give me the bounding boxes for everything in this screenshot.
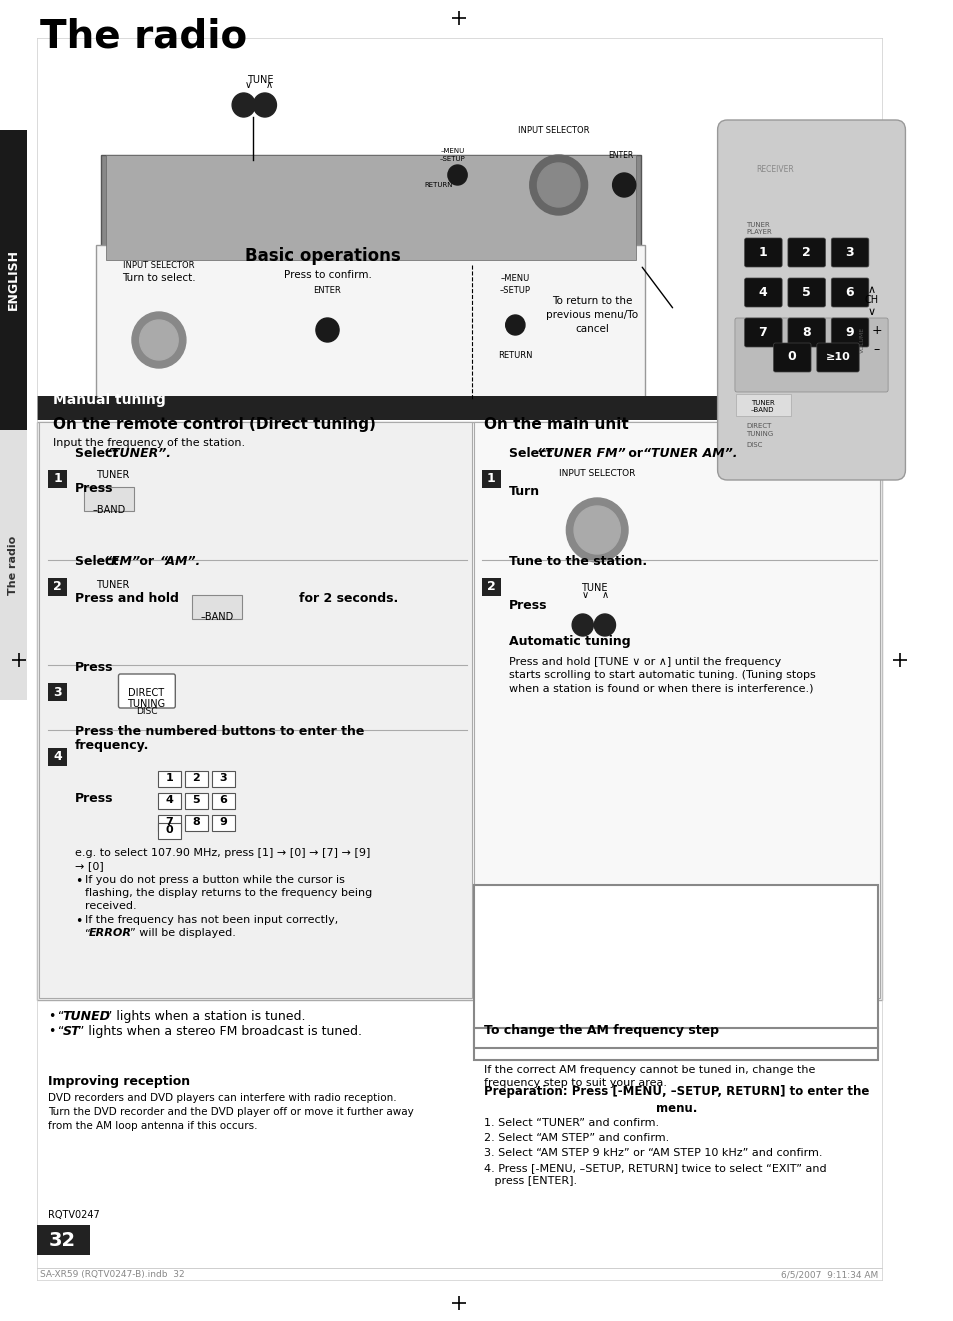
Text: Press: Press [75, 660, 113, 674]
Text: Input the frequency of the station.: Input the frequency of the station. [53, 439, 245, 448]
FancyBboxPatch shape [213, 793, 234, 808]
FancyBboxPatch shape [743, 238, 781, 267]
FancyBboxPatch shape [743, 277, 781, 306]
Text: 7: 7 [166, 816, 173, 827]
Text: 0: 0 [786, 350, 796, 363]
FancyBboxPatch shape [481, 470, 500, 487]
FancyBboxPatch shape [816, 343, 859, 373]
Text: –MENU
–SETUP: –MENU –SETUP [499, 275, 530, 295]
Text: –BAND: –BAND [750, 407, 774, 413]
Text: frequency.: frequency. [75, 738, 150, 752]
Text: Press and hold [TUNE ∨ or ∧] until the frequency
starts scrolling to start autom: Press and hold [TUNE ∨ or ∧] until the f… [508, 657, 815, 694]
Text: 3. Select “AM STEP 9 kHz” or “AM STEP 10 kHz” and confirm.: 3. Select “AM STEP 9 kHz” or “AM STEP 10… [483, 1148, 821, 1159]
Text: ∧: ∧ [867, 285, 875, 295]
Text: TUNING: TUNING [127, 699, 165, 709]
FancyBboxPatch shape [481, 579, 500, 596]
Text: 2: 2 [801, 246, 810, 259]
Text: DISC: DISC [746, 443, 762, 448]
Text: 5: 5 [193, 795, 200, 804]
Text: 1: 1 [758, 246, 766, 259]
Text: Basic operations: Basic operations [245, 247, 400, 266]
Text: TUNER: TUNER [96, 580, 130, 590]
Text: DIRECT: DIRECT [129, 688, 164, 697]
Polygon shape [0, 129, 27, 431]
Text: Turn to select.: Turn to select. [122, 273, 195, 283]
Text: “FM”: “FM” [104, 555, 141, 568]
FancyBboxPatch shape [36, 396, 882, 420]
Text: Tune to the station.: Tune to the station. [508, 555, 646, 568]
Text: ≥10: ≥10 [824, 351, 849, 362]
Text: On the remote control (Direct tuning): On the remote control (Direct tuning) [53, 417, 375, 432]
Text: DIRECT
TUNING: DIRECT TUNING [746, 423, 773, 437]
Text: The radio: The radio [40, 17, 248, 55]
FancyBboxPatch shape [474, 421, 880, 997]
Text: 3: 3 [219, 773, 227, 783]
Circle shape [139, 320, 178, 361]
Circle shape [253, 92, 276, 118]
FancyBboxPatch shape [734, 318, 887, 392]
Text: –BAND: –BAND [92, 505, 126, 515]
Text: Select: Select [75, 446, 123, 460]
Text: On the main unit: On the main unit [483, 417, 628, 432]
Text: ” lights when a station is tuned.: ” lights when a station is tuned. [106, 1011, 305, 1022]
FancyBboxPatch shape [48, 748, 68, 766]
Text: ∧: ∧ [600, 590, 608, 600]
Text: ENGLISH: ENGLISH [7, 250, 20, 310]
Text: 3: 3 [844, 246, 853, 259]
Text: 9: 9 [844, 325, 853, 338]
Text: Improving reception: Improving reception [48, 1075, 190, 1089]
FancyBboxPatch shape [84, 487, 133, 511]
Text: TUNER: TUNER [750, 400, 774, 406]
FancyBboxPatch shape [735, 394, 790, 416]
Text: ERROR: ERROR [89, 927, 132, 938]
Text: To return to the
previous menu/To
cancel: To return to the previous menu/To cancel [546, 296, 638, 334]
FancyBboxPatch shape [787, 277, 824, 306]
Circle shape [594, 614, 615, 635]
FancyBboxPatch shape [717, 120, 904, 480]
Text: •: • [48, 1025, 55, 1038]
Text: Press the numbered buttons to enter the: Press the numbered buttons to enter the [75, 725, 364, 738]
Text: or: or [623, 446, 647, 460]
Text: “: “ [85, 927, 91, 938]
Text: ” will be displayed.: ” will be displayed. [130, 927, 235, 938]
Polygon shape [0, 431, 27, 700]
Text: If the frequency has not been input correctly,: If the frequency has not been input corr… [85, 915, 337, 925]
FancyBboxPatch shape [118, 674, 175, 708]
Circle shape [132, 312, 186, 369]
Text: INPUT SELECTOR: INPUT SELECTOR [123, 262, 194, 269]
Text: Automatic tuning: Automatic tuning [508, 635, 630, 649]
FancyBboxPatch shape [830, 238, 868, 267]
Text: “AM”.: “AM”. [160, 555, 201, 568]
Text: “: “ [58, 1011, 64, 1022]
Text: Preparation: Press [-MENU, –SETUP, RETURN] to enter the
menu.: Preparation: Press [-MENU, –SETUP, RETUR… [483, 1085, 868, 1115]
Text: If you do not press a button while the cursor is
flashing, the display returns t: If you do not press a button while the c… [85, 875, 372, 911]
Text: 2: 2 [193, 773, 200, 783]
Text: 5: 5 [801, 285, 810, 299]
Text: +: + [870, 324, 881, 337]
Text: “TUNER”.: “TUNER”. [104, 446, 172, 460]
Text: 1. Select “TUNER” and confirm.: 1. Select “TUNER” and confirm. [483, 1118, 658, 1128]
Text: ” lights when a stereo FM broadcast is tuned.: ” lights when a stereo FM broadcast is t… [78, 1025, 361, 1038]
Circle shape [448, 165, 467, 185]
Text: RETURN: RETURN [497, 351, 532, 361]
Text: 6: 6 [219, 795, 227, 804]
Circle shape [505, 314, 524, 336]
FancyBboxPatch shape [36, 1225, 90, 1255]
FancyBboxPatch shape [48, 683, 68, 701]
Text: ENTER: ENTER [608, 151, 633, 160]
Text: 2: 2 [53, 580, 62, 593]
Text: Select: Select [508, 446, 556, 460]
Text: RQTV0247: RQTV0247 [48, 1210, 100, 1221]
Text: –MENU
–SETUP: –MENU –SETUP [439, 148, 465, 161]
Text: ∨: ∨ [581, 590, 589, 600]
Text: e.g. to select 107.90 MHz, press [1] → [0] → [7] → [9]
→ [0]: e.g. to select 107.90 MHz, press [1] → [… [75, 848, 370, 872]
Circle shape [537, 162, 579, 207]
Text: Select: Select [75, 555, 123, 568]
FancyBboxPatch shape [773, 343, 810, 373]
FancyBboxPatch shape [787, 318, 824, 347]
Text: To change the AM frequency step: To change the AM frequency step [483, 1024, 718, 1037]
FancyBboxPatch shape [96, 244, 644, 406]
FancyBboxPatch shape [192, 594, 241, 620]
FancyBboxPatch shape [185, 793, 208, 808]
FancyBboxPatch shape [213, 815, 234, 831]
